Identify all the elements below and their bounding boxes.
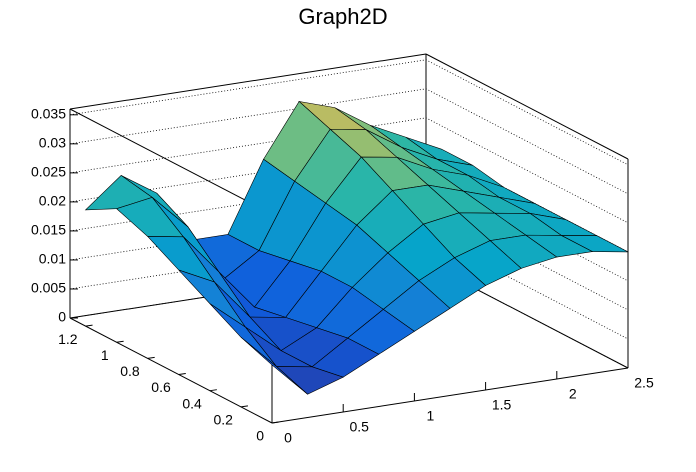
y-tick <box>209 389 217 392</box>
chart-title: Graph2D <box>298 4 387 29</box>
y-tick <box>147 356 155 359</box>
y-tick-label: 0.2 <box>213 412 233 428</box>
y-tick-label: 0.6 <box>151 379 171 395</box>
z-tick-label: 0.02 <box>39 193 66 209</box>
y-tick-label: 0.4 <box>182 395 202 411</box>
box-edge <box>425 53 629 160</box>
x-tick-label: 1.5 <box>492 397 512 413</box>
surface-cell <box>240 336 308 395</box>
y-tick <box>240 405 248 408</box>
y-tick <box>178 373 186 376</box>
z-tick-label: 0.005 <box>31 280 66 296</box>
y-tick-label: 0 <box>256 428 264 444</box>
box-edge <box>69 53 427 110</box>
z-tick-label: 0.025 <box>31 164 66 180</box>
x-tick-label: 2 <box>569 386 577 402</box>
z-tick-label: 0.015 <box>31 222 66 238</box>
y-tick <box>271 421 280 424</box>
y-tick <box>116 340 124 343</box>
y-tick <box>85 324 93 327</box>
z-tick-label: 0.01 <box>39 251 66 267</box>
x-tick-label: 0.5 <box>349 419 369 435</box>
y-tick-label: 1 <box>101 347 109 363</box>
grid-line <box>69 117 629 224</box>
grid-line <box>69 88 629 195</box>
axis-line <box>69 317 273 424</box>
z-tick-label: 0 <box>58 309 66 325</box>
x-tick-label: 1 <box>427 408 435 424</box>
box-edge <box>69 108 273 215</box>
y-tick-label: 1.2 <box>58 331 78 347</box>
x-tick-label: 0 <box>284 430 292 446</box>
axis-line <box>271 367 629 424</box>
x-tick-label: 2.5 <box>634 375 654 391</box>
z-tick-label: 0.03 <box>39 135 66 151</box>
y-tick-label: 0.8 <box>120 363 140 379</box>
grid-line <box>69 59 629 166</box>
z-tick-label: 0.035 <box>31 106 66 122</box>
